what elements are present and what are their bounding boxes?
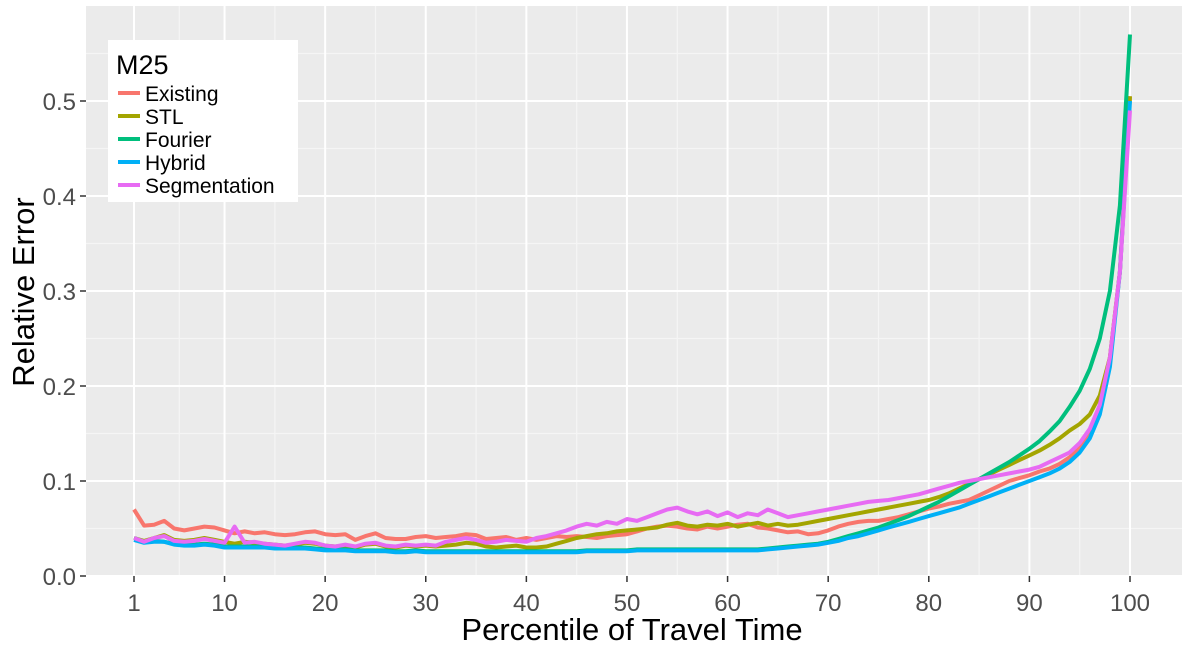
x-axis: 1 10 20 30 40 50 60 70 80 90 100 <box>127 576 1150 617</box>
x-tick-label: 50 <box>614 590 641 617</box>
y-tick-label: 0.1 <box>43 469 76 496</box>
x-tick-label: 70 <box>815 590 842 617</box>
legend-title: M25 <box>116 50 169 80</box>
x-tick-label: 100 <box>1110 590 1150 617</box>
series-line-segmentation <box>133 110 1132 549</box>
series-line-existing <box>132 96 1132 542</box>
x-tick-label: 1 <box>127 590 140 617</box>
y-tick-label: 0.0 <box>43 564 76 591</box>
x-tick-label: 30 <box>412 590 439 617</box>
x-tick-label: 90 <box>1016 590 1043 617</box>
legend-label-existing: Existing <box>145 83 219 106</box>
legend-label-fourier: Fourier <box>145 129 212 152</box>
y-axis: 0.0 0.1 0.2 0.3 0.4 0.5 <box>43 89 86 591</box>
y-tick-label: 0.4 <box>43 184 76 211</box>
y-tick-label: 0.3 <box>43 279 76 306</box>
y-tick-label: 0.5 <box>43 89 76 116</box>
x-tick-label: 40 <box>513 590 540 617</box>
legend-label-stl: STL <box>145 106 184 129</box>
x-tick-label: 20 <box>312 590 339 617</box>
series-lines <box>132 34 1132 555</box>
legend-background <box>108 40 298 202</box>
x-tick-label: 10 <box>211 590 238 617</box>
legend-label-hybrid: Hybrid <box>145 152 206 175</box>
series-line-hybrid <box>133 100 1132 555</box>
legend-label-segmentation: Segmentation <box>145 175 275 198</box>
x-axis-title: Percentile of Travel Time <box>461 612 802 647</box>
y-axis-title: Relative Error <box>6 197 41 387</box>
x-tick-label: 80 <box>915 590 942 617</box>
y-tick-label: 0.2 <box>43 374 76 401</box>
x-tick-label: 60 <box>714 590 741 617</box>
